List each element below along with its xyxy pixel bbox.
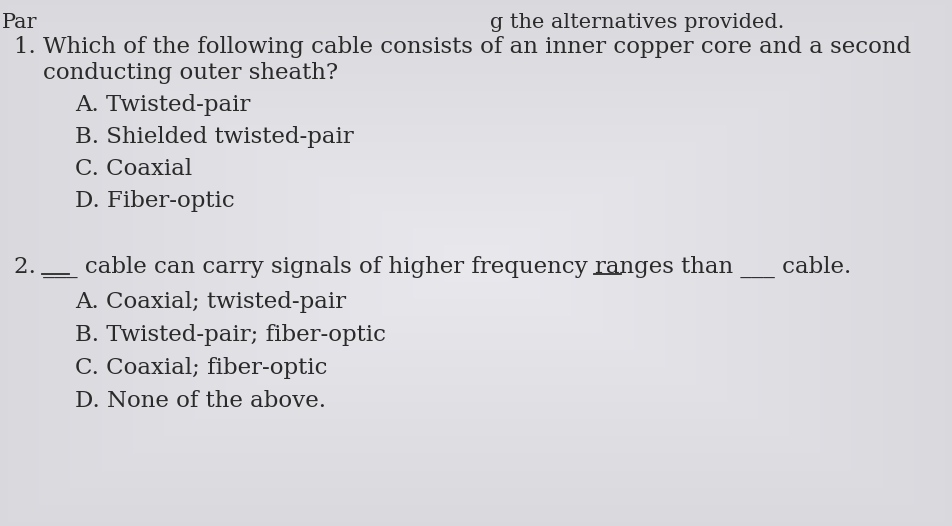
Text: g the alternatives provided.: g the alternatives provided. (490, 13, 784, 32)
Text: B. Shielded twisted-pair: B. Shielded twisted-pair (75, 126, 354, 148)
Text: D. None of the above.: D. None of the above. (75, 390, 326, 412)
Text: C. Coaxial; fiber-optic: C. Coaxial; fiber-optic (75, 357, 327, 379)
Text: B. Twisted-pair; fiber-optic: B. Twisted-pair; fiber-optic (75, 324, 386, 346)
Text: conducting outer sheath?: conducting outer sheath? (14, 62, 338, 84)
Text: 1. Which of the following cable consists of an inner copper core and a second: 1. Which of the following cable consists… (14, 36, 911, 58)
Text: 2. ___ cable can carry signals of higher frequency ranges than ___ cable.: 2. ___ cable can carry signals of higher… (14, 256, 851, 278)
Text: C. Coaxial: C. Coaxial (75, 158, 192, 180)
Text: A. Coaxial; twisted-pair: A. Coaxial; twisted-pair (75, 291, 347, 313)
Text: A. Twisted-pair: A. Twisted-pair (75, 94, 250, 116)
Text: D. Fiber-optic: D. Fiber-optic (75, 190, 235, 212)
Text: Par: Par (2, 13, 37, 32)
